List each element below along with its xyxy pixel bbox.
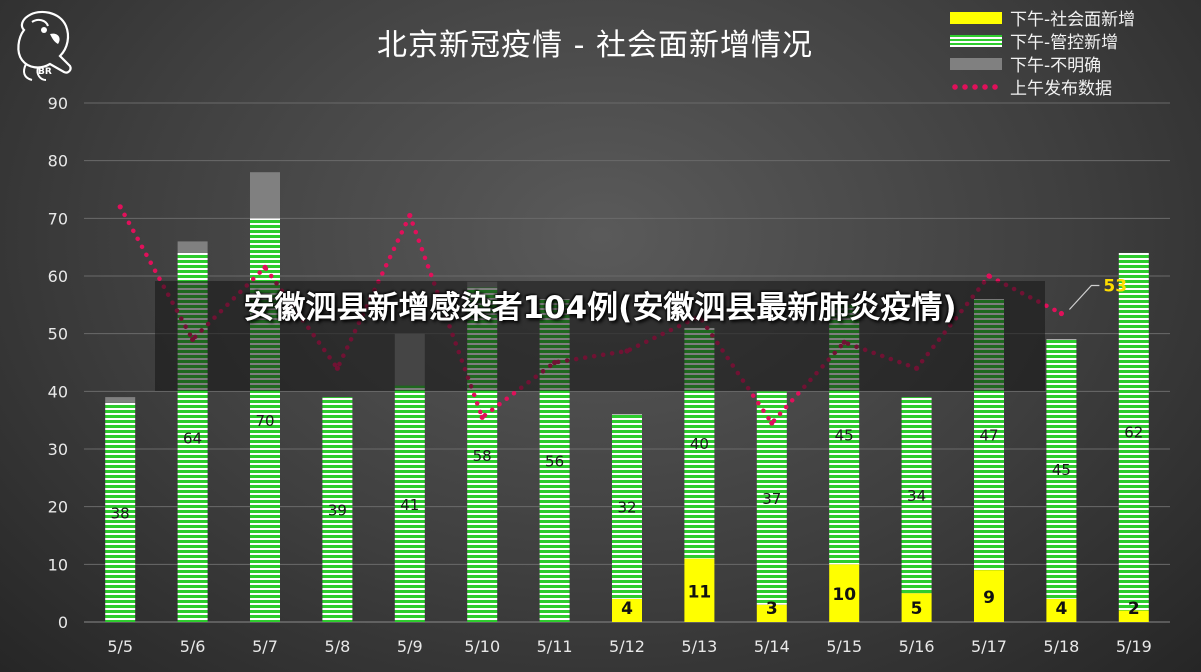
legend-item-unclear: 下午-不明确 [950, 52, 1135, 76]
bar-unclear [250, 172, 280, 219]
y-tick-label: 0 [58, 613, 68, 632]
y-tick-label: 80 [48, 152, 68, 171]
y-tick-label: 50 [48, 325, 68, 344]
data-label-controlled: 45 [1052, 461, 1071, 479]
chart-legend: 下午-社会面新增 下午-管控新增 下午-不明确 上午发布数据 [950, 6, 1136, 99]
legend-swatch-dots [950, 80, 1002, 93]
bar-social [684, 558, 715, 622]
x-tick-label: 5/18 [1043, 637, 1079, 656]
bar-unclear [177, 241, 208, 253]
legend-swatch-green [950, 34, 1002, 47]
legend-swatch-gray [950, 57, 1002, 70]
x-tick-label: 5/8 [325, 637, 351, 656]
x-tick-label: 5/12 [609, 637, 645, 656]
y-tick-label: 10 [48, 555, 68, 574]
data-label-controlled: 40 [690, 435, 709, 453]
bar-controlled [322, 397, 353, 622]
y-tick-label: 20 [48, 498, 68, 517]
data-label-controlled: 34 [907, 487, 926, 505]
x-tick-label: 5/15 [826, 637, 862, 656]
chart-title: 北京新冠疫情 - 社会面新增情况 [377, 28, 813, 63]
bar-social [756, 604, 787, 622]
x-tick-label: 5/17 [971, 637, 1007, 656]
bar-social [1046, 598, 1077, 622]
legend-item-social: 下午-社会面新增 [950, 6, 1136, 30]
bar-unclear [105, 397, 136, 403]
point-morning [117, 204, 123, 210]
data-label-social: 4 [621, 599, 633, 619]
bar-controlled [901, 397, 932, 594]
data-label-controlled: 58 [473, 447, 492, 465]
point-morning [769, 420, 775, 426]
data-label-controlled: 70 [255, 412, 274, 430]
bar-controlled [1046, 339, 1077, 599]
bar-social [612, 598, 642, 622]
data-label-social: 2 [1128, 599, 1140, 619]
y-tick-label: 90 [48, 94, 68, 113]
x-tick-label: 5/19 [1116, 637, 1152, 656]
legend-label-controlled: 下午-管控新增 [1010, 33, 1119, 53]
point-morning [407, 212, 413, 219]
bar-controlled [612, 414, 642, 599]
data-label-social: 5 [911, 599, 923, 619]
data-label-controlled: 39 [328, 502, 347, 520]
legend-swatch-yellow [950, 11, 1002, 24]
data-label-controlled: 45 [835, 427, 854, 445]
bar-controlled [394, 385, 425, 622]
x-tick-label: 5/5 [107, 637, 133, 656]
headline-band [155, 281, 1045, 391]
data-label-social: 4 [1055, 599, 1067, 619]
data-label-social: 11 [688, 582, 712, 602]
bar-social [901, 593, 932, 622]
x-tick-label: 5/7 [252, 637, 278, 656]
x-tick-label: 5/9 [397, 637, 423, 656]
bar-controlled [1118, 252, 1149, 611]
annotation-leader [1068, 284, 1100, 310]
data-label-controlled: 56 [545, 453, 564, 471]
bar-social [1118, 610, 1149, 622]
legend-item-controlled: 下午-管控新增 [950, 29, 1135, 53]
point-morning [1058, 310, 1064, 317]
data-label-social: 10 [832, 585, 856, 605]
legend-label-social: 下午-社会面新增 [1010, 10, 1136, 30]
parrot-logo-icon: BR [10, 8, 80, 88]
data-label-controlled: 47 [979, 427, 998, 445]
data-label-social: 3 [766, 599, 778, 619]
data-label-controlled: 41 [400, 496, 419, 514]
bar-social [974, 570, 1004, 622]
legend-label-unclear: 下午-不明确 [1010, 56, 1102, 76]
logo-text: BR [38, 67, 52, 77]
data-label-controlled: 38 [111, 504, 130, 522]
data-label-social: 9 [983, 588, 995, 608]
annotation-label: 53 [1103, 276, 1127, 296]
point-morning [479, 414, 485, 420]
x-tick-label: 5/10 [464, 637, 500, 656]
data-label-controlled: 32 [617, 499, 636, 517]
x-tick-label: 5/16 [899, 637, 935, 656]
x-tick-label: 5/14 [754, 637, 790, 656]
x-tick-label: 5/11 [537, 637, 573, 656]
data-label-controlled: 37 [762, 490, 781, 508]
legend-label-morning: 上午发布数据 [1010, 79, 1112, 99]
bar-social [829, 564, 860, 622]
y-tick-label: 40 [48, 382, 68, 401]
headline-overlay: 安徽泗县新增感染者104例(安徽泗县最新肺炎疫情) [243, 290, 957, 326]
x-tick-label: 5/6 [180, 637, 206, 656]
x-tick-label: 5/13 [681, 637, 717, 656]
data-label-controlled: 64 [183, 429, 202, 447]
y-tick-label: 70 [48, 209, 68, 228]
bar-controlled [756, 391, 787, 605]
point-morning [986, 273, 992, 279]
y-tick-label: 60 [48, 267, 68, 286]
data-label-controlled: 62 [1124, 424, 1143, 442]
y-tick-label: 30 [48, 440, 68, 459]
point-morning [262, 264, 268, 270]
bar-controlled [105, 402, 136, 622]
legend-item-morning: 上午发布数据 [950, 75, 1135, 99]
